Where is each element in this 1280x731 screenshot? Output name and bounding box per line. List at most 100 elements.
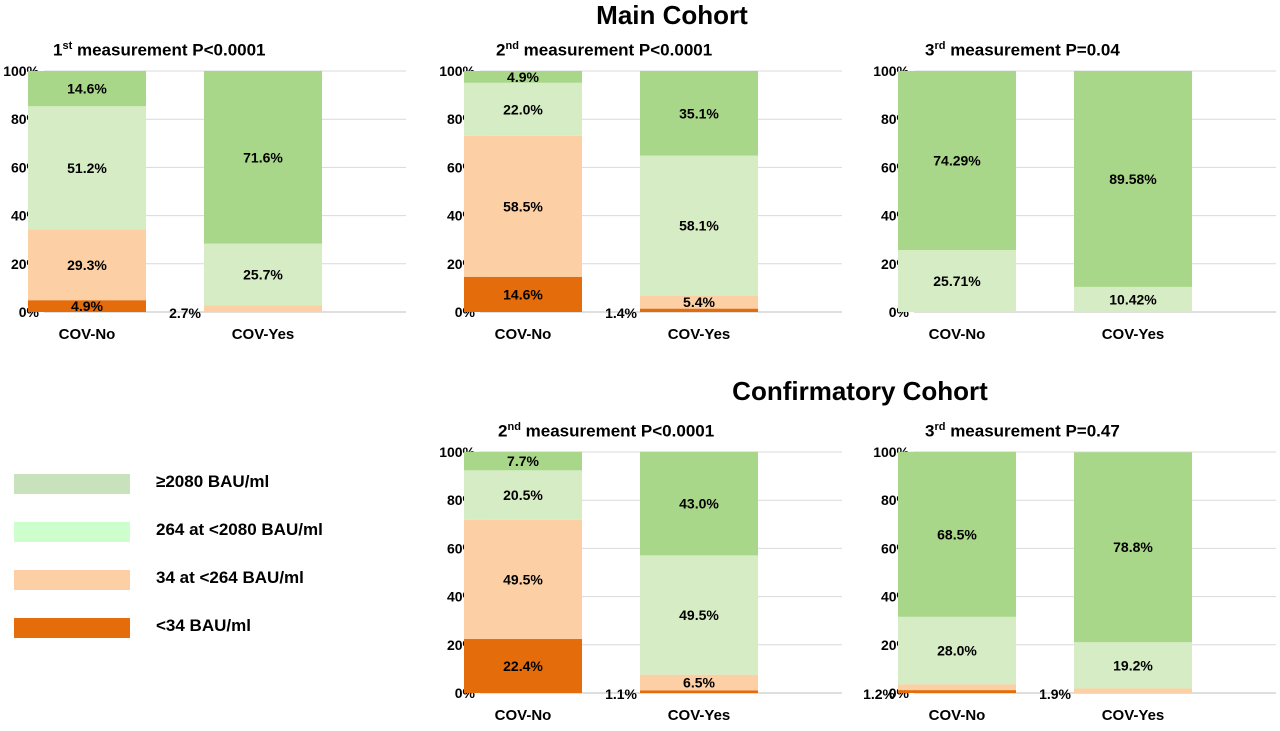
bar-segment (640, 155, 758, 296)
x-category-label: COV-No (495, 707, 552, 724)
stacked-bar-chart: 0%20%40%60%80%100%4.9%29.3%51.2%14.6%COV… (3, 63, 406, 343)
bar-segment (640, 308, 758, 312)
data-label: 22.4% (503, 658, 543, 674)
chart-title-suffix: nd (505, 40, 519, 52)
chart-title-text: measurement P<0.0001 (72, 40, 266, 60)
bar-segment (898, 250, 1016, 312)
data-label: 89.58% (1109, 171, 1157, 187)
data-label: 58.5% (503, 198, 543, 214)
bar-segment (898, 616, 1016, 685)
chart-title-ordinal: 2 (498, 421, 508, 441)
chart-title-ordinal: 3 (925, 421, 935, 441)
data-label: 1.9% (1039, 686, 1071, 702)
x-category-label: COV-No (59, 326, 116, 343)
chart-title-suffix: nd (507, 421, 521, 433)
chart-title-text: measurement P=0.47 (945, 421, 1120, 441)
legend-label: 264 at <2080 BAU/ml (156, 520, 323, 539)
bar-segment (28, 229, 146, 301)
data-label: 78.8% (1113, 539, 1153, 555)
data-label: 1.4% (605, 305, 637, 321)
legend-label: <34 BAU/ml (156, 616, 251, 635)
x-category-label: COV-Yes (668, 707, 731, 724)
bar-segment (464, 519, 582, 640)
legend-label: 34 at <264 BAU/ml (156, 568, 304, 587)
bar-segment (1074, 688, 1192, 693)
bar-segment (28, 300, 146, 312)
chart-title-suffix: rd (934, 40, 946, 52)
chart-title-ordinal: 3 (925, 40, 935, 60)
data-label: 68.5% (937, 526, 977, 542)
bar-segment (464, 639, 582, 693)
data-label: 14.6% (503, 286, 543, 302)
data-label: 71.6% (243, 149, 283, 165)
bar-segment (204, 71, 322, 244)
chart-title-text: measurement P<0.0001 (520, 421, 715, 441)
bar-segment (1074, 642, 1192, 689)
legend-swatch (14, 474, 130, 494)
bar-segment (640, 674, 758, 691)
bar-segment (898, 690, 1016, 693)
bar-segment (1074, 71, 1192, 287)
bar-segment (898, 71, 1016, 251)
bar-segment (640, 555, 758, 675)
data-label: 4.9% (507, 69, 539, 85)
bar-segment (464, 470, 582, 520)
chart-title-text: measurement P<0.0001 (518, 40, 713, 60)
x-category-label: COV-Yes (668, 326, 731, 343)
bar-segment (28, 106, 146, 230)
data-label: 22.0% (503, 101, 543, 117)
legend-item-ge2080: ≥2080 BAU/ml (14, 470, 344, 494)
bar-segment (464, 82, 582, 136)
bar-segment (464, 71, 582, 83)
data-label: 74.29% (933, 153, 981, 169)
chart-title-ordinal: 2 (496, 40, 506, 60)
bar-segment (1074, 286, 1192, 312)
data-label: 1.2% (863, 686, 895, 702)
data-label: 6.5% (683, 675, 715, 691)
main-cohort-title: Main Cohort (596, 0, 748, 30)
chart-title-ordinal: 1 (53, 40, 63, 60)
bar-segment (898, 451, 1016, 617)
stacked-bar-chart: 0%20%40%60%80%100%14.6%58.5%22.0%4.9%COV… (439, 63, 842, 343)
chart-title-suffix: rd (934, 421, 946, 433)
data-label: 58.1% (679, 218, 719, 234)
chart-title: 2nd measurement P<0.0001 (496, 40, 712, 61)
chart-title: 3rd measurement P=0.47 (925, 421, 1120, 442)
data-label: 19.2% (1113, 657, 1153, 673)
data-label: 10.42% (1109, 291, 1157, 307)
bar-segment (464, 135, 582, 277)
bar-segment (640, 295, 758, 309)
bar-segment (464, 276, 582, 312)
bar-segment (28, 71, 146, 107)
data-label: 29.3% (67, 257, 107, 273)
data-label: 49.5% (503, 571, 543, 587)
chart-title: 1st measurement P<0.0001 (53, 40, 266, 61)
legend-label: ≥2080 BAU/ml (156, 472, 270, 491)
legend-item-264-to-2080: 264 at <2080 BAU/ml (14, 518, 344, 542)
x-category-label: COV-No (929, 326, 986, 343)
bar-segment (898, 684, 1016, 691)
legend-item-lt34: <34 BAU/ml (14, 614, 344, 638)
x-category-label: COV-Yes (232, 326, 295, 343)
legend-swatch (14, 522, 130, 542)
bar-segment (464, 451, 582, 471)
bar-segment (204, 243, 322, 306)
legend-swatch (14, 570, 130, 590)
stacked-bar-chart: 0%20%40%60%80%100%22.4%49.5%20.5%7.7%COV… (439, 444, 842, 724)
x-category-label: COV-No (495, 326, 552, 343)
bar-segment (640, 690, 758, 693)
confirmatory-cohort-title: Confirmatory Cohort (732, 376, 988, 406)
stacked-bar-chart: 0%20%40%60%80%100%25.71%74.29%COV-No10.4… (873, 63, 1276, 343)
data-label: 43.0% (679, 496, 719, 512)
data-label: 51.2% (67, 160, 107, 176)
x-category-label: COV-Yes (1102, 707, 1165, 724)
chart-title: 2nd measurement P<0.0001 (498, 421, 714, 442)
x-category-label: COV-Yes (1102, 326, 1165, 343)
x-category-label: COV-No (929, 707, 986, 724)
data-label: 28.0% (937, 643, 977, 659)
data-label: 7.7% (507, 453, 539, 469)
legend-item-34-to-264: 34 at <264 BAU/ml (14, 566, 344, 590)
data-label: 14.6% (67, 81, 107, 97)
data-label: 35.1% (679, 105, 719, 121)
data-label: 2.7% (169, 305, 201, 321)
